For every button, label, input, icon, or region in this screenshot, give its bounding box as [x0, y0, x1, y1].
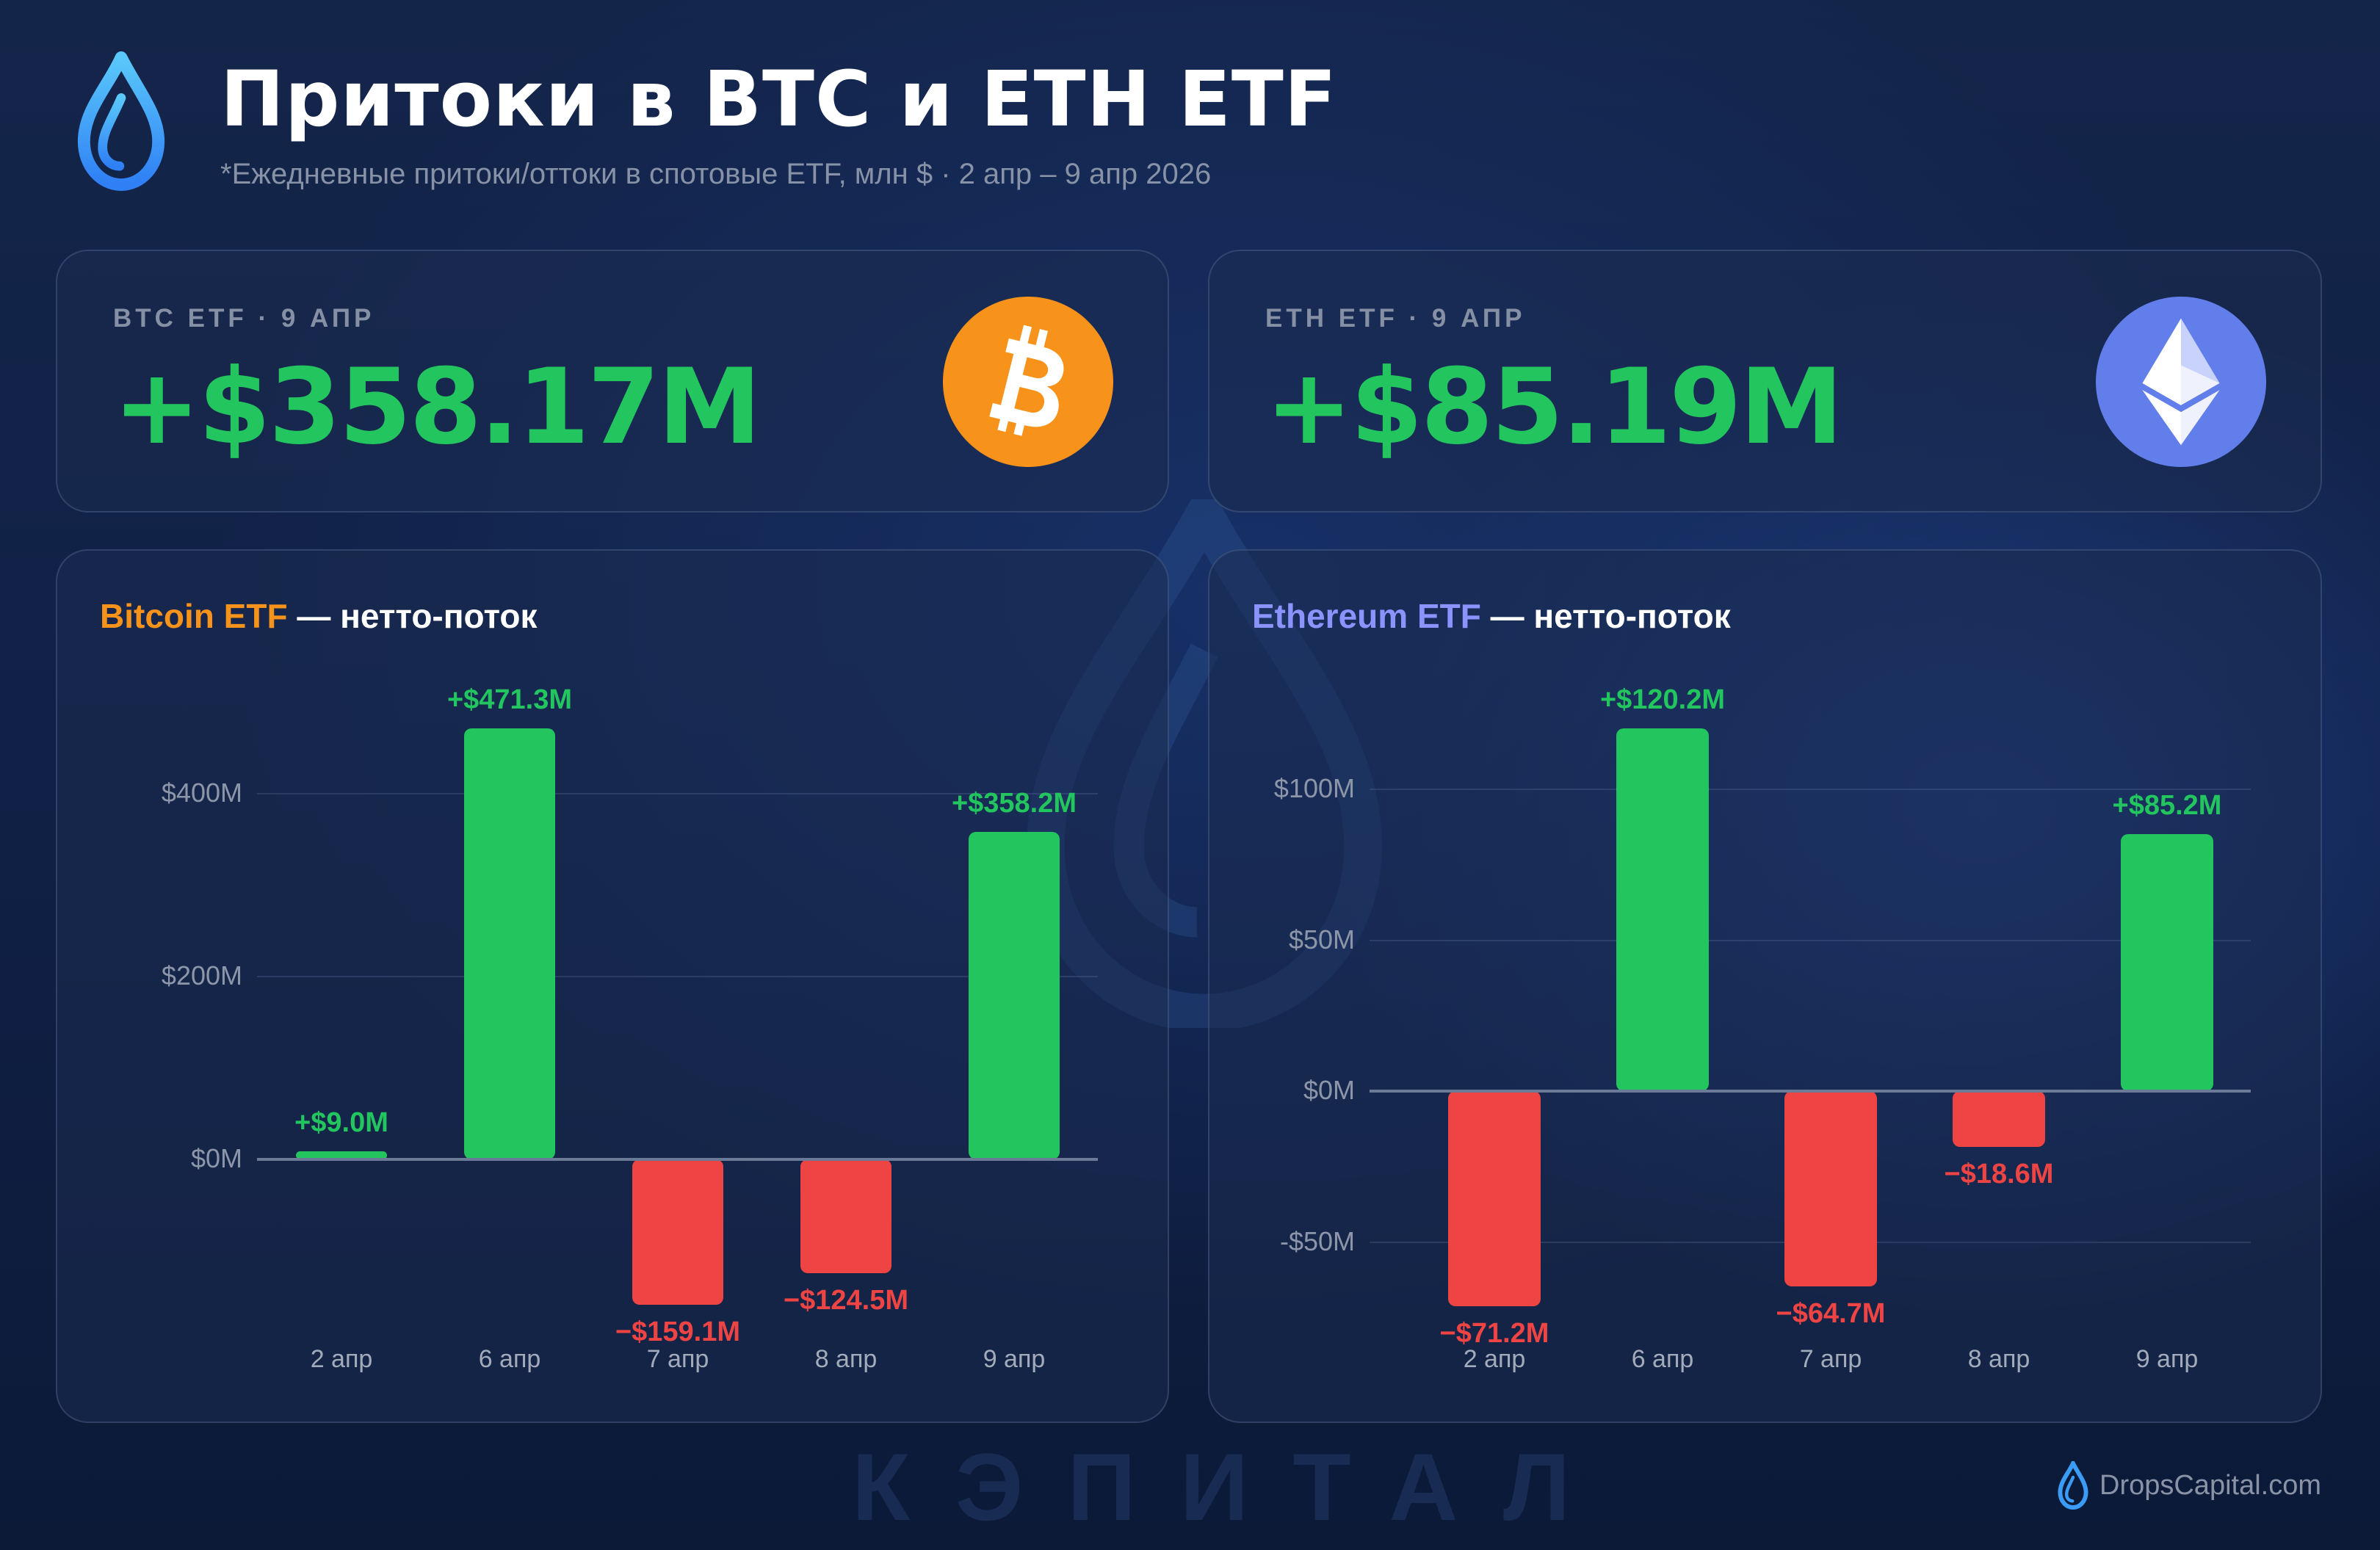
bar-value-label: −$71.2M	[1439, 1317, 1549, 1349]
btc-chart-card: Bitcoin ETF — нетто-поток $0M $200M $400M +…	[56, 549, 1169, 1423]
x-axis-tick: 9 апр	[983, 1345, 1046, 1373]
footer-brand: DropsCapital.com	[2057, 1461, 2321, 1510]
kpi-card-eth: ETH ETF · 9 АПР +$85.19M	[1208, 250, 2322, 513]
gridline	[257, 976, 1098, 977]
chart-title: Ethereum ETF — нетто-поток	[1252, 596, 1731, 636]
bar-value-label: +$85.2M	[2112, 789, 2222, 821]
y-axis-tick: $400M	[161, 778, 242, 808]
bar-value-label: +$120.2M	[1599, 684, 1726, 715]
bar	[1784, 1091, 1877, 1286]
x-axis-tick: 6 апр	[1631, 1345, 1694, 1373]
header: Притоки в BTC и ETH ETF *Ежедневные прит…	[73, 51, 1337, 191]
kpi-value: +$358.17M	[113, 347, 762, 468]
page-subtitle: *Ежедневные притоки/оттоки в спотовые ET…	[220, 158, 1212, 190]
drop-icon	[77, 51, 165, 191]
watermark-text: КЭПИТАЛ	[852, 1433, 1615, 1540]
chart-title-rest: — нетто-поток	[1480, 597, 1731, 635]
btc-bar-chart: $0M $200M $400M +$9.0M 2 апр +$471.3M 6 апр −$1…	[57, 551, 1171, 1424]
gridline	[257, 793, 1098, 794]
x-axis-tick: 7 апр	[646, 1345, 709, 1373]
bar-value-label: −$18.6M	[1944, 1159, 2054, 1190]
x-axis-tick: 7 апр	[1799, 1345, 1862, 1373]
bar-value-label: +$358.2M	[951, 788, 1077, 819]
bar	[969, 832, 1060, 1159]
zero-line	[257, 1158, 1098, 1161]
y-axis-tick: -$50M	[1279, 1225, 1355, 1256]
chart-title-accent: Ethereum ETF	[1252, 597, 1481, 635]
x-axis-tick: 8 апр	[1967, 1345, 2030, 1373]
x-axis-tick: 8 апр	[814, 1345, 878, 1373]
bar	[2121, 833, 2213, 1091]
x-axis-tick: 2 апр	[310, 1345, 373, 1373]
footer-brand-text: DropsCapital.com	[2099, 1469, 2321, 1501]
y-axis-tick: $100M	[1273, 773, 1355, 803]
eth-chart-card: Ethereum ETF — нетто-поток -$50M $0M $50M $…	[1208, 549, 2322, 1423]
bar-value-label: +$471.3M	[446, 684, 573, 716]
kpi-label: BTC ETF · 9 АПР	[113, 304, 375, 333]
x-axis-tick: 9 апр	[2135, 1345, 2199, 1373]
bar-value-label: +$9.0M	[294, 1107, 388, 1138]
bar-value-label: −$159.1M	[615, 1317, 741, 1348]
bar-value-label: −$64.7M	[1776, 1297, 1886, 1329]
kpi-value: +$85.19M	[1265, 347, 1843, 468]
bar-value-label: −$124.5M	[783, 1285, 909, 1316]
eth-bar-chart: -$50M $0M $50M $100M −$71.2M 2 апр +$120.2M 6 а…	[1209, 551, 2323, 1424]
page-title: Притоки в BTC и ETH ETF	[220, 54, 1337, 144]
gridline	[1370, 789, 2251, 790]
bar	[1448, 1091, 1541, 1306]
bar	[296, 1151, 387, 1159]
bitcoin-icon	[943, 297, 1113, 467]
bar	[632, 1159, 723, 1305]
chart-title: Bitcoin ETF — нетто-поток	[100, 596, 538, 636]
bar	[464, 728, 555, 1159]
x-axis-tick: 2 апр	[1463, 1345, 1526, 1373]
y-axis-tick: $0M	[190, 1143, 242, 1173]
drop-icon	[2058, 1461, 2088, 1510]
bar	[800, 1159, 891, 1273]
kpi-label: ETH ETF · 9 АПР	[1265, 304, 1526, 333]
bar	[1616, 728, 1709, 1091]
ethereum-icon	[2096, 297, 2266, 467]
y-axis-tick: $0M	[1303, 1075, 1355, 1105]
x-axis-tick: 6 апр	[478, 1345, 541, 1373]
kpi-card-btc: BTC ETF · 9 АПР +$358.17M	[56, 250, 1169, 513]
chart-title-accent: Bitcoin ETF	[100, 597, 288, 635]
bar	[1953, 1091, 2045, 1148]
gridline	[1370, 939, 2251, 941]
y-axis-tick: $50M	[1288, 924, 1355, 955]
chart-title-rest: — нетто-поток	[287, 597, 538, 635]
zero-line	[1370, 1090, 2251, 1093]
y-axis-tick: $200M	[161, 960, 242, 991]
